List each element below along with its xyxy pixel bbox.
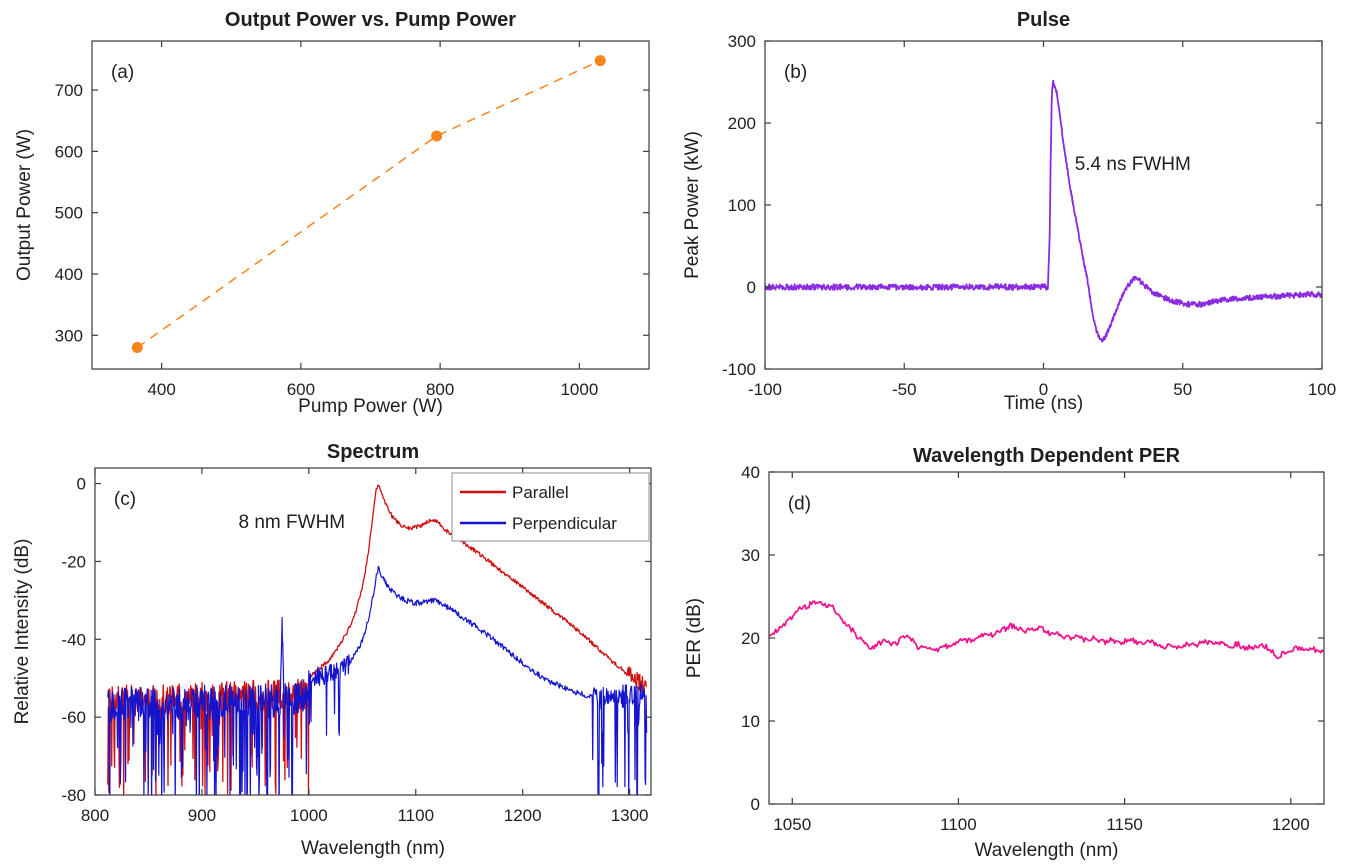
- annotation: 8 nm FWHM: [239, 512, 346, 533]
- tick-marks: [92, 41, 649, 369]
- chart-title: Output Power vs. Pump Power: [225, 9, 516, 31]
- y-tick-label: 700: [55, 81, 83, 100]
- x-tick-label: 100: [1308, 380, 1336, 399]
- tick-labels: 400 600 800 1000 300 400 500 600 700: [55, 81, 599, 399]
- x-tick-label: 800: [426, 380, 454, 399]
- tick-labels: -100 -50 0 50 100 -100 0 100 200 300: [722, 32, 1336, 399]
- panel-spectrum: 800 900 1000 1100 1200 1300 0 -20 -40 -60 -80 Spect…: [0, 433, 673, 867]
- legend-box: [451, 472, 650, 542]
- y-tick-label: 500: [55, 204, 83, 223]
- y-axis-label: PER (dB): [684, 598, 705, 678]
- chart-spectrum: 800 900 1000 1100 1200 1300 0 -20 -40 -60 -80 Spect…: [12, 441, 652, 859]
- y-tick-label: 400: [55, 265, 83, 284]
- x-tick-label: 1100: [397, 806, 434, 825]
- x-axis-label: Time (ns): [1004, 393, 1084, 414]
- y-axis-label: Relative Intensity (dB): [12, 539, 33, 725]
- x-axis-label: Wavelength (nm): [301, 838, 445, 859]
- y-tick-label: 40: [741, 463, 760, 482]
- x-tick-label: 400: [147, 380, 175, 399]
- y-tick-label: 30: [741, 546, 760, 565]
- y-tick-label: -80: [61, 786, 86, 805]
- x-tick-label: 1000: [290, 806, 328, 825]
- x-tick-label: 1000: [560, 380, 598, 399]
- x-tick-label: 1100: [940, 815, 977, 834]
- y-axis-label: Output Power (W): [14, 129, 35, 281]
- chart-pulse: -100 -50 0 50 100 -100 0 100 200 300 Pulse Time (ns…: [682, 9, 1336, 414]
- chart-wavelength-dependent-per: 1050 1100 1150 1200 0 10 20 30 40 Wavelength Depe…: [684, 445, 1325, 861]
- y-tick-label: 0: [77, 475, 86, 494]
- series-output-power-marker: [594, 55, 606, 67]
- y-tick-label: 300: [728, 32, 756, 51]
- y-tick-label: 600: [55, 142, 83, 161]
- legend: Parallel Perpendicular: [451, 472, 650, 542]
- legend-entry-label: Parallel: [512, 483, 569, 502]
- plot-area: [131, 55, 606, 354]
- x-tick-label: 900: [188, 806, 216, 825]
- series-perpendicular: [107, 565, 648, 795]
- y-tick-label: 10: [741, 712, 760, 731]
- x-tick-label: 1050: [773, 815, 811, 834]
- x-axis-label: Pump Power (W): [298, 396, 443, 417]
- y-tick-label: 20: [741, 629, 760, 648]
- panel-label: (a): [111, 62, 134, 83]
- chart-title: Wavelength Dependent PER: [913, 445, 1181, 467]
- y-tick-label: 200: [728, 114, 756, 133]
- legend-entry-label: Perpendicular: [512, 514, 617, 533]
- y-tick-label: -40: [61, 630, 86, 649]
- x-tick-label: 800: [81, 806, 109, 825]
- y-tick-label: 100: [728, 196, 756, 215]
- axes-box: [764, 40, 1323, 370]
- x-tick-label: 50: [1173, 380, 1192, 399]
- chart-title: Spectrum: [327, 441, 419, 463]
- panel-label: (c): [114, 489, 136, 510]
- annotation: 5.4 ns FWHM: [1075, 154, 1191, 175]
- x-tick-label: 1200: [504, 806, 542, 825]
- y-tick-label: 0: [751, 795, 760, 814]
- x-tick-label: 1200: [1272, 815, 1310, 834]
- tick-labels: 800 900 1000 1100 1200 1300 0 -20 -40 -60 -80: [61, 475, 648, 825]
- chart-output-power-vs-pump-power: 400 600 800 1000 300 400 500 600 700 Output Power…: [14, 9, 650, 417]
- tick-labels: 1050 1100 1150 1200 0 10 20 30 40: [741, 463, 1310, 834]
- panel-pulse: -100 -50 0 50 100 -100 0 100 200 300 Pulse Time (ns…: [673, 0, 1346, 433]
- tick-marks: [764, 40, 1323, 370]
- y-tick-label: -20: [61, 552, 86, 571]
- y-axis-label: Peak Power (kW): [682, 131, 703, 279]
- panel-label: (b): [784, 62, 807, 83]
- plot-area: [769, 600, 1324, 660]
- chart-title: Pulse: [1017, 9, 1070, 31]
- x-tick-label: -50: [892, 380, 917, 399]
- series-per-trace: [769, 600, 1324, 660]
- panel-label: (d): [788, 494, 811, 515]
- series-output-power-marker: [431, 130, 443, 142]
- axes-box: [94, 467, 652, 796]
- x-tick-label: 600: [287, 380, 315, 399]
- x-tick-label: 1300: [611, 806, 649, 825]
- plot-area: [765, 79, 1322, 343]
- y-tick-label: -60: [61, 708, 86, 727]
- series-output-power-line: [136, 59, 601, 349]
- panel-per: 1050 1100 1150 1200 0 10 20 30 40 Wavelength Depe…: [673, 433, 1346, 867]
- y-tick-label: 300: [55, 326, 83, 345]
- series-output-power-marker: [131, 342, 143, 354]
- x-tick-label: -100: [748, 380, 782, 399]
- panel-output-power: 400 600 800 1000 300 400 500 600 700 Output Power…: [0, 0, 673, 433]
- x-tick-label: 1150: [1106, 815, 1143, 834]
- y-tick-label: -100: [722, 360, 756, 379]
- y-tick-label: 0: [747, 278, 756, 297]
- plot-area: [107, 484, 648, 795]
- series-pulse-trace: [765, 79, 1322, 343]
- axes-box: [768, 471, 1325, 805]
- axes-box: [91, 40, 650, 370]
- x-axis-label: Wavelength (nm): [975, 840, 1119, 861]
- x-tick-label: 0: [1039, 380, 1048, 399]
- tick-marks: [769, 471, 1324, 805]
